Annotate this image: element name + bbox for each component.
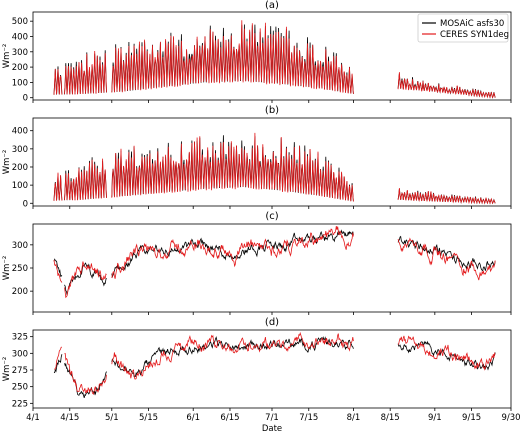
y-tick-label: 100 [12,181,28,191]
y-tick-label: 200 [12,63,28,73]
panel-b: 0 100 200 300 400 Wm⁻² (b) [2,105,512,209]
y-tick-label: 0 [23,94,28,104]
legend-box [417,13,509,43]
plot-area [53,226,496,299]
x-axis-label: Date [262,424,282,432]
y-tick-label: 400 [12,32,28,42]
series-mosaic-line [397,340,496,371]
x-tick-label: 5/1 [105,413,119,423]
panel-d: 225 250 275 300 325 4/1 4/15 5/1 5/15 6/1 6/15 7/1 7… [2,317,520,423]
series-ceres-line [397,335,496,371]
y-tick-label: 0 [23,199,28,209]
series-ceres-line [111,20,354,94]
series-ceres-line [397,72,496,99]
y-tick-label: 225 [12,399,28,409]
series-mosaic-line [53,354,63,374]
y-axis-label: Wm⁻² [2,357,12,382]
y-tick-label: 275 [12,366,28,376]
series-ceres-line [64,50,107,95]
panel-title: (d) [265,317,279,328]
y-tick-label: 325 [12,333,28,343]
panel-a: 0 100 200 300 400 500 Wm⁻² (a) MOSAiC asfs30CERE… [2,0,512,104]
x-tick-label: 8/15 [381,413,400,423]
series-ceres-line [53,172,63,201]
series-ceres-line [111,226,354,279]
x-tick-label: 9/15 [462,413,481,423]
series-mosaic-line [397,235,496,272]
panel-title: (c) [265,211,278,222]
y-tick-label: 300 [12,48,28,58]
y-tick-label: 300 [12,349,28,359]
y-axis-label: Wm⁻² [2,256,12,281]
y-tick-label: 500 [12,17,28,27]
y-axis-label: Wm⁻² [2,44,12,69]
series-ceres-line [54,346,62,370]
x-tick-label: 8/1 [347,413,361,423]
y-axis-label: Wm⁻² [2,150,12,175]
plot-area [53,331,496,399]
series-mosaic-line [111,229,354,279]
y-tick-label: 250 [12,383,28,393]
series-ceres-line [111,331,354,380]
axes-frame [32,223,512,313]
x-tick-label: 7/15 [299,413,318,423]
x-tick-label: 6/1 [186,413,200,423]
y-tick-label: 200 [12,287,28,297]
legend-label: CERES SYN1deg [440,30,509,40]
x-tick-label: 4/1 [26,413,40,423]
series-mosaic-line [64,362,107,399]
legend-label: MOSAiC asfs30 [440,19,504,29]
x-tick-label: 7/1 [265,413,279,423]
series-mosaic-line [111,335,354,378]
y-tick-label: 300 [12,241,28,251]
x-tick-label: 9/1 [428,413,442,423]
plot-area [53,20,496,99]
series-mosaic-line [397,73,496,99]
series-ceres-line [397,237,496,281]
series-ceres-line [53,68,63,95]
series-ceres-line [111,132,354,202]
series-ceres-line [64,261,107,299]
y-tick-label: 200 [12,163,28,173]
series-mosaic-line [53,258,63,277]
plot-area [53,132,496,205]
y-tick-label: 400 [12,127,28,137]
x-tick-label: 4/15 [60,413,79,423]
y-tick-label: 250 [12,264,28,274]
series-ceres-line [64,352,107,395]
series-ceres-line [64,158,107,201]
axes-frame [32,329,512,409]
x-tick-label: 5/15 [139,413,158,423]
series-ceres-line [53,259,63,283]
panel-title: (b) [265,105,279,116]
panel-title: (a) [265,0,279,11]
series-ceres-line [397,188,496,205]
x-tick-label: 9/30 [501,413,520,423]
x-tick-label: 6/15 [220,413,239,423]
axes-frame [32,117,512,207]
y-tick-label: 300 [12,145,28,155]
y-tick-label: 100 [12,78,28,88]
